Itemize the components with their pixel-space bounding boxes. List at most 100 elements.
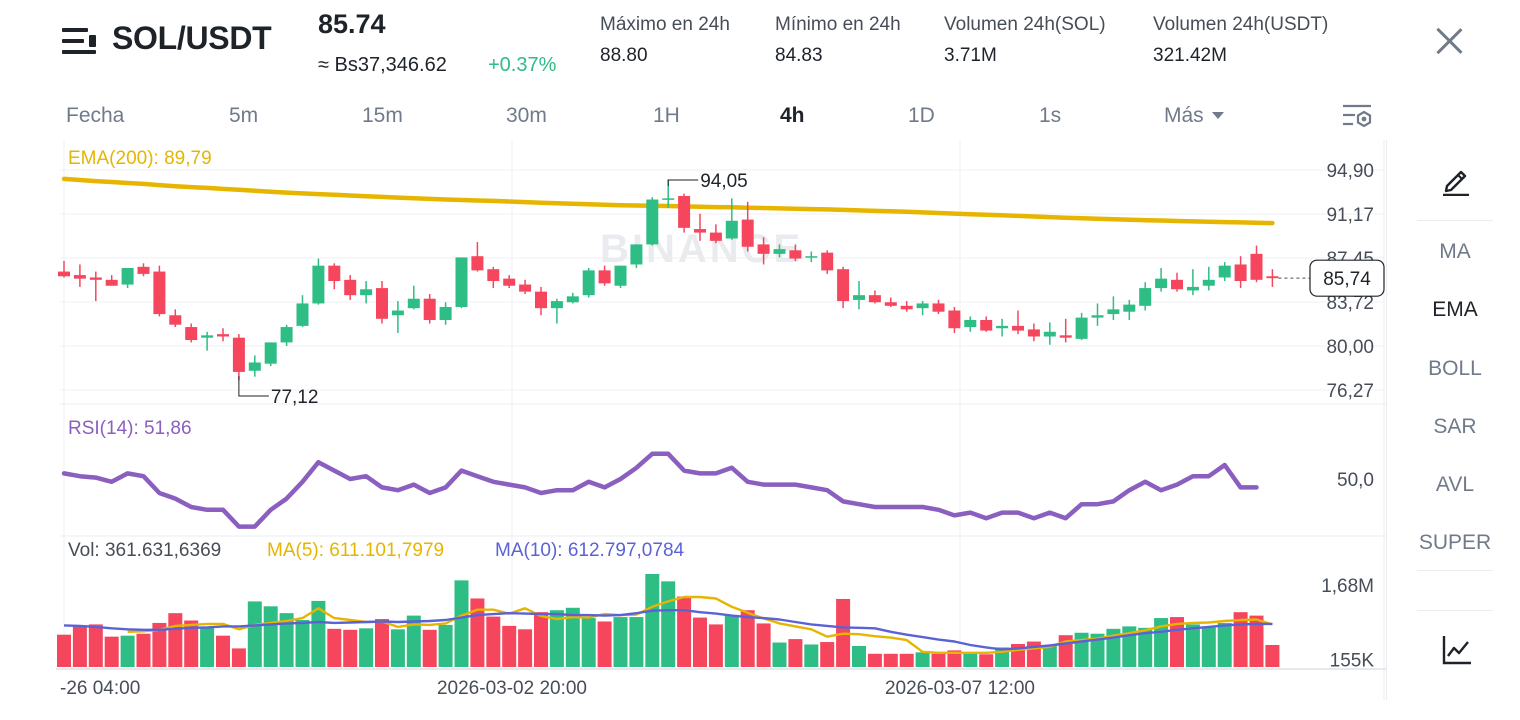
candle-body — [121, 268, 134, 285]
volume-bar — [295, 620, 310, 667]
volume-bar — [724, 615, 739, 667]
volume-bar — [534, 612, 548, 667]
volume-bar — [104, 636, 119, 667]
volume-bar — [677, 596, 692, 667]
indicator-avl[interactable]: AVL — [1435, 473, 1475, 496]
volume-ma5-label: MA(5): 611.101,7979 — [267, 540, 445, 561]
last-price-box — [1309, 259, 1385, 297]
candle-body — [407, 298, 420, 309]
volume-bar — [931, 653, 946, 667]
tab-5m[interactable]: 5m — [229, 104, 259, 127]
tab-1d[interactable]: 1D — [908, 104, 935, 127]
tab-15m[interactable]: 15m — [362, 104, 403, 127]
low-marker-line — [238, 375, 269, 397]
candle-body — [1155, 278, 1168, 289]
pair-menu-icon[interactable] — [62, 26, 98, 56]
x-tick-label: -26 04:00 — [60, 678, 140, 699]
volume-bar — [708, 624, 723, 667]
candle-body — [376, 288, 388, 319]
tab-1h[interactable]: 1H — [653, 104, 680, 127]
candle-body — [662, 198, 675, 200]
rsi-tick-label: 50,0 — [1337, 470, 1374, 491]
stat-label: Volumen 24h(SOL) — [944, 14, 1106, 35]
price-tick-label: 91,17 — [1326, 205, 1374, 226]
candle-body — [1027, 329, 1040, 337]
volume-bar — [629, 617, 644, 667]
volume-bar — [486, 616, 501, 667]
candle-body — [471, 256, 484, 271]
volume-bar — [915, 652, 930, 667]
candle-body — [1234, 264, 1247, 282]
volume-bar — [565, 607, 580, 667]
volume-bar — [883, 653, 898, 667]
candle-body — [996, 325, 1009, 329]
volume-bar — [1265, 644, 1280, 667]
price-tick-label: 76,27 — [1326, 381, 1374, 402]
volume-bar — [1138, 627, 1153, 667]
volume-bar — [788, 639, 803, 667]
candle-body — [646, 199, 659, 245]
candle-body — [598, 270, 611, 284]
price-tick-label: 94,90 — [1326, 161, 1374, 182]
divider — [1417, 570, 1493, 571]
volume-bar — [343, 629, 358, 667]
volume-bar — [772, 642, 787, 667]
volume-bar — [359, 628, 374, 667]
candle-body — [566, 296, 579, 303]
chart-settings-icon[interactable] — [1340, 100, 1374, 132]
volume-bar — [661, 581, 676, 667]
volume-bar — [200, 627, 215, 667]
trend-chart-icon[interactable] — [1441, 634, 1473, 666]
price-chart[interactable]: BINANCE94,9091,1787,4583,7280,0076,2794,… — [0, 140, 1386, 700]
stat-high: Máximo en 24h 88.80 — [600, 14, 730, 67]
close-icon[interactable] — [1432, 24, 1466, 58]
candle-body — [89, 277, 102, 280]
volume-bar — [963, 653, 978, 667]
tab-more-label: Más — [1164, 104, 1204, 127]
tab-fecha[interactable]: Fecha — [66, 104, 125, 127]
candle-body — [248, 362, 261, 371]
candle-body — [678, 195, 691, 228]
volume-bar — [263, 606, 278, 667]
tab-30m[interactable]: 30m — [506, 104, 547, 127]
candle-body — [264, 342, 277, 364]
pencil-icon[interactable] — [1439, 164, 1473, 196]
volume-bar — [852, 645, 866, 667]
candle-body — [805, 256, 818, 258]
pair-title[interactable]: SOL/USDT — [112, 20, 272, 56]
high-marker-line — [667, 179, 699, 187]
indicator-panel: MA EMA BOLL SAR AVL SUPER — [1386, 140, 1520, 700]
x-tick-label: 2026-03-07 12:00 — [885, 678, 1035, 699]
tab-1s[interactable]: 1s — [1039, 104, 1062, 127]
divider — [1417, 220, 1493, 221]
tab-more[interactable]: Más — [1164, 104, 1224, 128]
stat-label: Mínimo en 24h — [775, 14, 901, 35]
divider — [1417, 610, 1493, 611]
candle-body — [217, 334, 229, 337]
indicator-ma[interactable]: MA — [1439, 240, 1471, 263]
volume-bar — [1074, 632, 1089, 667]
candle-body — [455, 257, 468, 307]
candle-body — [312, 265, 325, 304]
candle-body — [932, 303, 945, 312]
candle-body — [201, 335, 214, 338]
candle-body — [439, 306, 452, 320]
indicator-ema[interactable]: EMA — [1432, 298, 1478, 321]
candle-body — [757, 244, 770, 254]
tab-4h[interactable]: 4h — [780, 104, 805, 127]
x-tick-label: 2026-03-02 20:00 — [437, 678, 587, 699]
rsi-line — [61, 451, 1259, 529]
candle-body — [853, 295, 865, 300]
volume-bar — [168, 613, 183, 667]
candle-body — [503, 278, 516, 286]
low-marker-label: 77,12 — [271, 387, 319, 408]
candle-body — [1075, 317, 1088, 339]
candle-body — [582, 270, 595, 296]
indicator-super[interactable]: SUPER — [1418, 531, 1492, 554]
volume-bar — [613, 617, 628, 667]
indicator-sar[interactable]: SAR — [1433, 415, 1477, 438]
candle-body — [169, 315, 182, 325]
indicator-boll[interactable]: BOLL — [1428, 357, 1482, 380]
volume-bar — [136, 633, 151, 667]
candle-body — [709, 232, 722, 241]
